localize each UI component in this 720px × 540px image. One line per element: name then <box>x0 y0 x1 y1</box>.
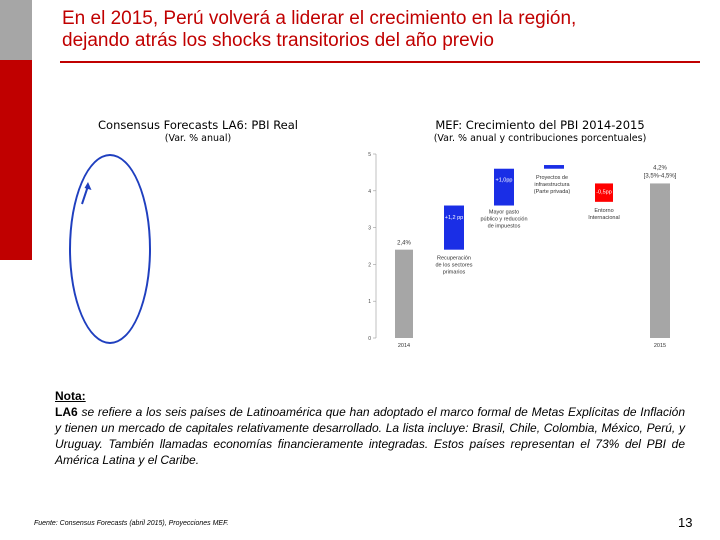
left-chart-subtitle: (Var. % anual) <box>164 133 232 144</box>
up-arrow-icon <box>81 182 92 205</box>
note-block: Nota: LA6 se refiere a los seis países d… <box>55 388 685 468</box>
page-title: En el 2015, Perú volverá a liderar el cr… <box>62 8 702 52</box>
y-tick-label: 0 <box>368 336 371 342</box>
sidebar-gray-block <box>0 0 32 60</box>
sidebar-red-block <box>0 60 32 260</box>
data-label: +0,1pp <box>546 160 563 166</box>
x-tick-label: 2014 <box>398 343 410 349</box>
page-title-line1: En el 2015, Perú volverá a liderar el cr… <box>62 8 577 29</box>
category-label: Proyectos de infraestructura (Parte privad… <box>534 175 571 195</box>
y-tick-label: 1 <box>368 299 371 305</box>
right-chart-title: MEF: Crecimiento del PBI 2014-2015 <box>435 118 645 132</box>
y-tick-label: 5 <box>368 152 371 158</box>
note-lead: LA6 <box>55 405 78 419</box>
page-number: 13 <box>678 515 693 530</box>
note-label: Nota: <box>55 389 86 403</box>
y-tick-label: 4 <box>368 189 371 195</box>
category-label: Mayor gasto público y reducción de impuest… <box>480 210 527 230</box>
waterfall-bar <box>494 168 514 206</box>
note-body: LA6 se refiere a los seis países de Lati… <box>55 404 685 468</box>
y-tick-label: 3 <box>368 226 371 232</box>
waterfall-bar <box>595 183 613 202</box>
data-label: 2,4% <box>397 241 411 247</box>
left-chart-title: Consensus Forecasts LA6: PBI Real <box>98 118 298 132</box>
waterfall-bar <box>395 249 413 338</box>
data-label: -0,5pp <box>596 190 612 196</box>
data-label: 4,2% <box>653 165 667 171</box>
waterfall-bar <box>444 205 464 250</box>
category-label: Entorno Internacional <box>588 208 620 221</box>
note-text: se refiere a los seis países de Latinoam… <box>55 405 685 467</box>
right-chart-subtitle: (Var. % anual y contribuciones porcentua… <box>433 133 647 144</box>
waterfall-bar <box>650 183 670 338</box>
source-note: Fuente: Consensus Forecasts (abril 2015)… <box>34 520 229 527</box>
page-title-line2: dejando atrás los shocks transitorios de… <box>62 30 494 51</box>
category-label: Recuperación de los sectores primarios <box>436 256 473 276</box>
data-label-range: [3,5%-4,5%] <box>644 173 677 179</box>
y-tick-label: 2 <box>368 262 371 268</box>
x-tick-label: 2015 <box>654 343 666 349</box>
highlight-ellipse <box>69 154 151 344</box>
data-label: +1,0pp <box>496 178 513 184</box>
title-underline <box>60 61 700 63</box>
gdp-waterfall-chart: 0 1 2 3 4 5 2,4% +1,2 pp +1,0pp +0,1pp -0,5pp 4,2% [… <box>368 152 677 349</box>
waterfall-bar <box>544 165 564 169</box>
data-label: +1,2 pp <box>445 215 464 221</box>
